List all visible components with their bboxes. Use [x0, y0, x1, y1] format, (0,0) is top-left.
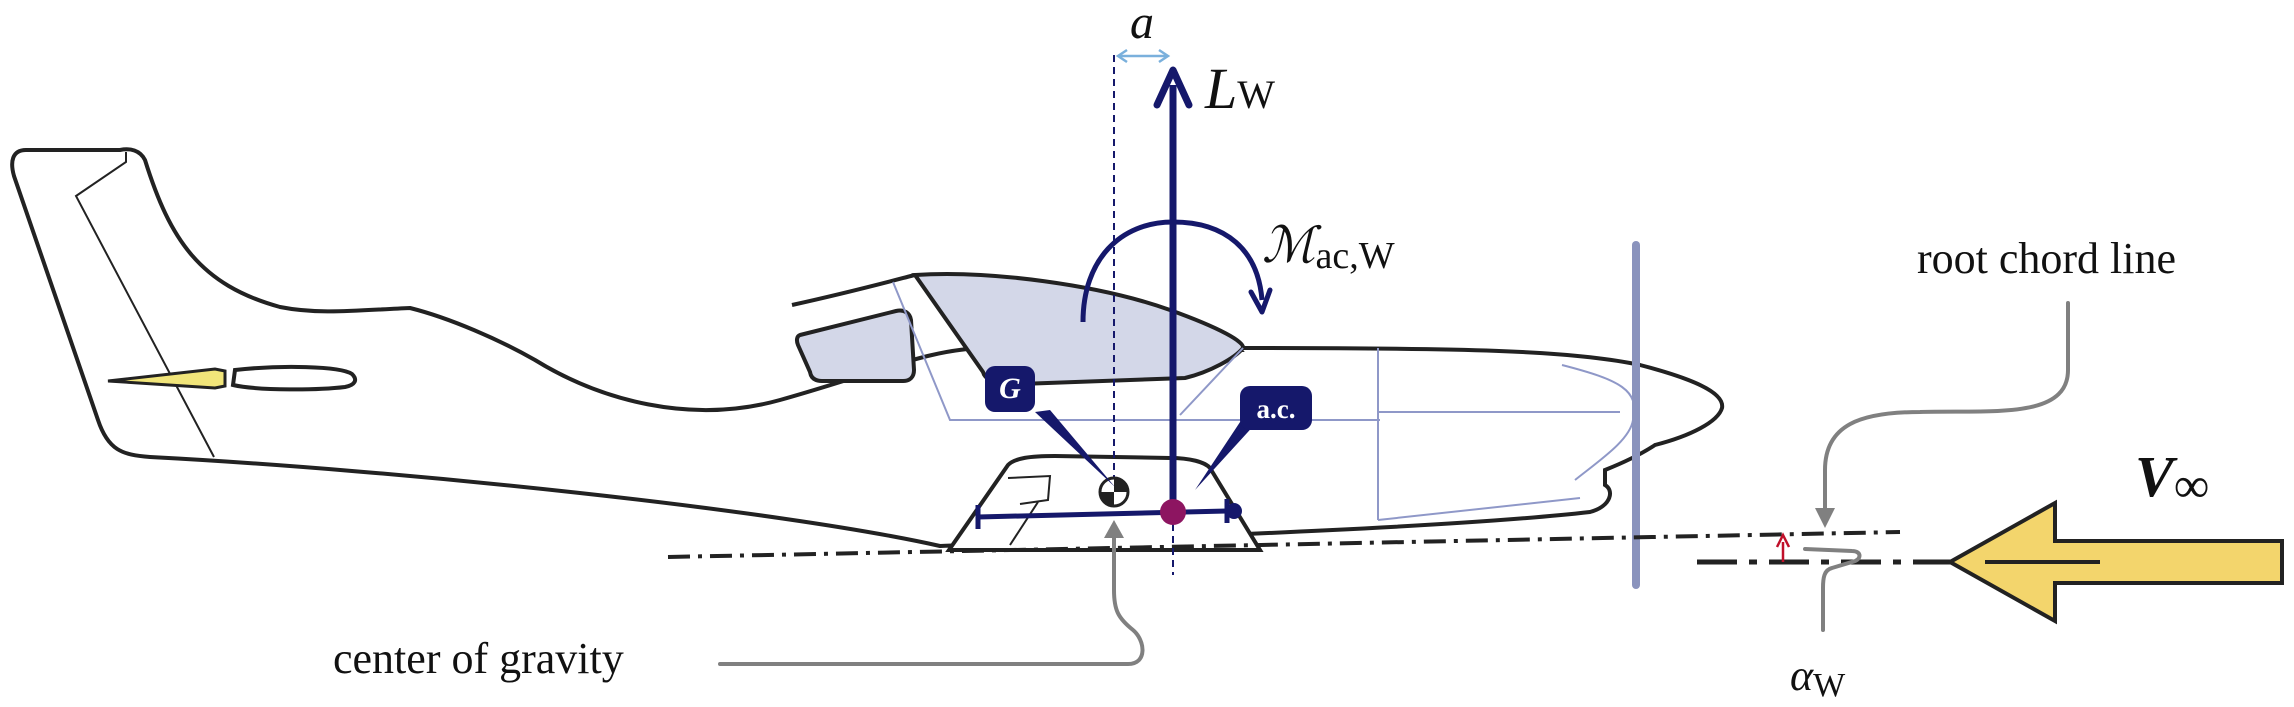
alpha-arrow [1775, 532, 1791, 562]
a-label: a [1130, 0, 1154, 49]
side-window [794, 308, 917, 383]
lift-arrowhead [1153, 66, 1193, 109]
center-of-gravity-label: center of gravity [333, 634, 624, 683]
a-dimension-arrow [1115, 48, 1171, 64]
elevator [107, 367, 227, 390]
fin-interior-line [74, 152, 215, 458]
root-chord-label: root chord line [1917, 234, 2176, 283]
interior-lines [892, 281, 1636, 521]
ac-dot [1160, 499, 1186, 525]
bar-end-dot [1226, 503, 1242, 519]
ac-tag: a.c. [1195, 386, 1312, 490]
moment-arc [1080, 219, 1265, 323]
lift-label: LW [1204, 56, 1275, 121]
cg-leader [718, 533, 1145, 666]
cg-symbol [1098, 476, 1130, 508]
canopy-line [791, 273, 916, 307]
leader-arrowheads [1104, 508, 1835, 538]
moment-label: ℳac,W [1262, 217, 1395, 277]
leader-lines [718, 301, 2070, 666]
horizontal-stabilizer [230, 364, 358, 392]
fuselage-outline [10, 147, 1725, 549]
ac-tag-label: a.c. [1257, 394, 1296, 424]
g-tag: G [985, 366, 1115, 487]
root-chord-leader [1823, 301, 2070, 514]
moment-arrowhead [1248, 287, 1273, 315]
g-tag-label: G [999, 372, 1021, 405]
alpha-label: αW [1790, 651, 1846, 704]
freestream-arrow [1945, 499, 2284, 625]
v-infinity-label: V∞ [2135, 444, 2209, 513]
alpha-leader [1803, 547, 1862, 632]
fuselage-reference-line [667, 530, 1901, 559]
wing-root-detail [1007, 474, 1052, 546]
